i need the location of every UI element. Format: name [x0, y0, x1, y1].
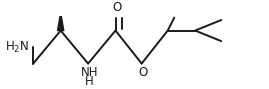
Polygon shape	[58, 13, 64, 31]
Text: H$_2$N: H$_2$N	[5, 40, 29, 55]
Text: O: O	[138, 66, 148, 79]
Text: O: O	[112, 1, 121, 14]
Text: NH: NH	[81, 66, 98, 79]
Text: H: H	[85, 75, 94, 88]
